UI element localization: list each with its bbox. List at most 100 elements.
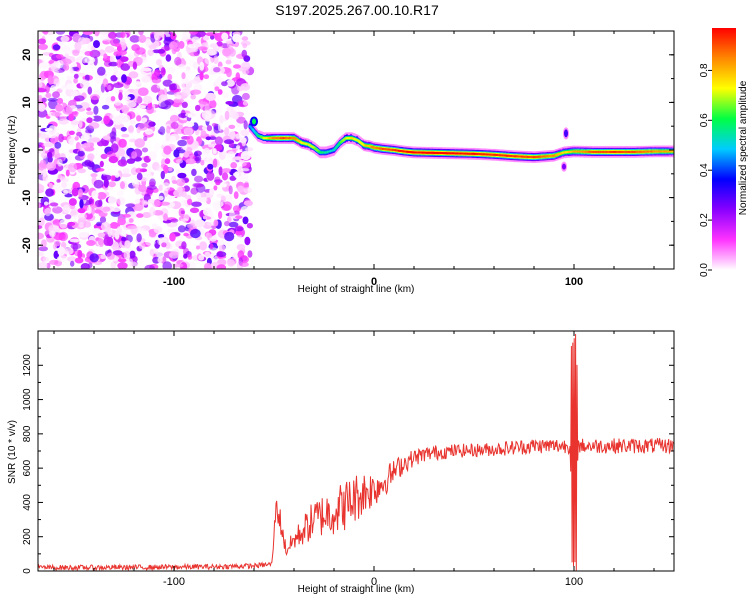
colorbar-tick-label: 0.2 [699, 213, 710, 227]
noise-blob [38, 43, 48, 51]
noise-blob [183, 232, 189, 237]
noise-blob [224, 139, 235, 145]
noise-blob [153, 31, 163, 39]
noise-blob [242, 100, 248, 106]
noise-blob [239, 262, 249, 267]
noise-blob [192, 182, 203, 188]
noise-blob [148, 151, 157, 161]
noise-blob [240, 167, 250, 172]
noise-blob [38, 225, 43, 229]
noise-blob [235, 230, 243, 236]
noise-blob [218, 211, 223, 219]
noise-blob [221, 183, 227, 188]
noise-blob [97, 232, 106, 238]
noise-blob [204, 262, 212, 269]
noise-blob [189, 31, 199, 35]
noise-blob [241, 36, 249, 41]
noise-blob [204, 56, 214, 65]
noise-blob [191, 168, 197, 177]
noise-blob [246, 222, 253, 229]
noise-blob [177, 172, 187, 179]
noise-blob [57, 255, 68, 262]
noise-blob [95, 75, 101, 84]
noise-blob [212, 148, 217, 154]
noise-blob [243, 120, 248, 130]
noise-blob [54, 141, 62, 149]
noise-blob [58, 118, 69, 125]
noise-blob [240, 150, 252, 161]
noise-blob [196, 245, 200, 250]
noise-blob [89, 253, 99, 263]
noise-blob [84, 51, 94, 56]
noise-blob [217, 89, 223, 95]
noise-blob [145, 39, 151, 48]
noise-blob [60, 35, 70, 43]
noise-blob [136, 105, 146, 109]
noise-blob [190, 228, 201, 239]
noise-blob [206, 125, 213, 132]
noise-blob [175, 82, 186, 90]
noise-blob [77, 249, 83, 259]
noise-blob [183, 127, 194, 136]
noise-blob [184, 194, 192, 200]
noise-blob [147, 198, 155, 204]
noise-blob [199, 61, 205, 71]
noise-blob [56, 179, 61, 183]
noise-blob [65, 169, 70, 177]
noise-blob [146, 165, 152, 175]
noise-blob [242, 43, 248, 49]
y-tick-label: 1000 [22, 388, 33, 411]
noise-blob [147, 49, 154, 56]
noise-blob [103, 236, 111, 246]
noise-blob [89, 94, 100, 101]
noise-blob [225, 101, 234, 105]
noise-blob [102, 135, 111, 141]
noise-blob [158, 184, 164, 191]
noise-blob [197, 197, 208, 203]
noise-blob [173, 98, 184, 103]
noise-blob [47, 97, 58, 102]
snr-x-ticks: -100 0 100 [53, 331, 655, 588]
noise-blob [127, 225, 138, 230]
noise-blob [49, 230, 56, 238]
noise-blob [242, 179, 251, 183]
figure-title: S197.2025.267.00.10.R17 [275, 2, 439, 18]
noise-blob [222, 151, 228, 156]
noise-blob [222, 47, 232, 57]
noise-blob [198, 254, 205, 261]
noise-blob [202, 207, 213, 216]
noise-blob [56, 97, 64, 104]
noise-blob [170, 121, 179, 129]
spike-blob [564, 129, 568, 138]
noise-blob [72, 62, 78, 68]
noise-blob [186, 135, 194, 145]
noise-blob [61, 181, 67, 189]
noise-blob [38, 152, 42, 157]
noise-blob [226, 216, 232, 222]
noise-blob [48, 182, 53, 190]
noise-blob [243, 200, 253, 207]
noise-blob [107, 84, 112, 91]
noise-blob [238, 66, 249, 72]
noise-blob [138, 184, 147, 193]
noise-blob [86, 117, 93, 124]
noise-blob [244, 147, 254, 152]
noise-blob [173, 189, 184, 198]
noise-blob [212, 47, 220, 52]
noise-blob [143, 200, 148, 205]
noise-blob [99, 160, 104, 168]
noise-blob [142, 95, 153, 104]
noise-blob [74, 257, 84, 264]
noise-blob [66, 83, 74, 90]
noise-blob [213, 55, 219, 64]
noise-blob [50, 85, 56, 91]
noise-blob [177, 64, 187, 70]
noise-blob [163, 213, 168, 222]
colorbar-tick-label: 0.6 [699, 113, 710, 127]
noise-blob [219, 114, 224, 124]
noise-blob [97, 66, 106, 76]
noise-blob [108, 31, 117, 39]
noise-blob [122, 213, 132, 218]
noise-blob [209, 43, 218, 49]
noise-blob [70, 210, 77, 217]
